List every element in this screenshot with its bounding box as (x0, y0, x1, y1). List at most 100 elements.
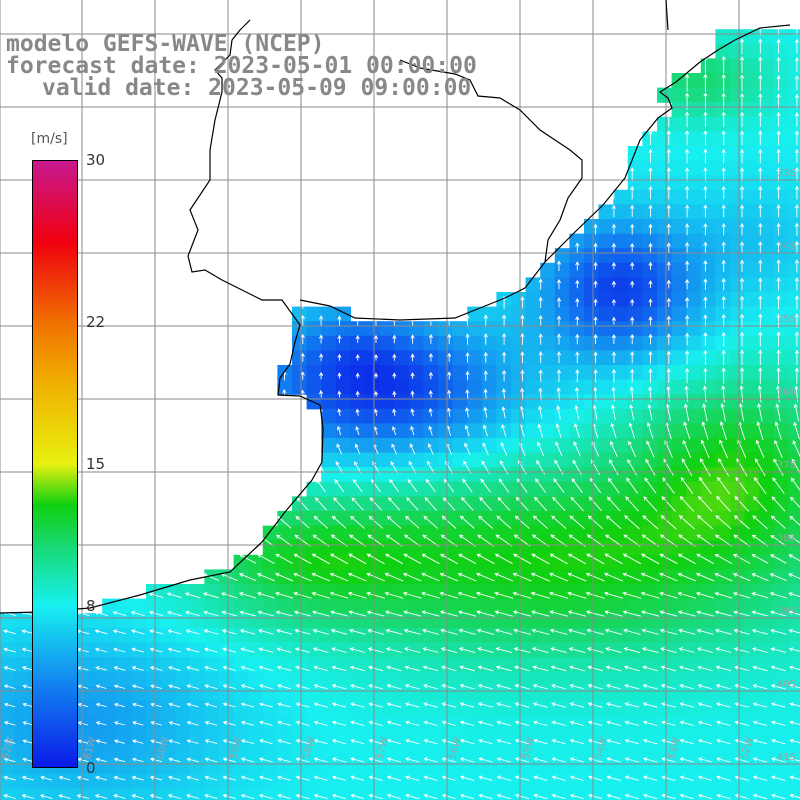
wind-cell (423, 788, 439, 800)
wind-arrow (350, 683, 365, 690)
wind-cell (744, 365, 760, 381)
wind-cell (642, 525, 658, 541)
wind-arrow (788, 628, 800, 634)
wind-cell (116, 627, 132, 643)
wind-cell (788, 87, 800, 103)
wind-arrow (513, 647, 531, 654)
wind-arrow (752, 720, 768, 726)
wind-cell (481, 321, 497, 337)
wind-cell (657, 292, 673, 308)
wind-cell (350, 642, 366, 658)
wind-arrow (221, 610, 238, 617)
wind-cell (438, 671, 454, 687)
wind-cell (365, 467, 381, 483)
wind-arrow (258, 665, 273, 672)
wind-cell (189, 773, 205, 789)
wind-arrow (758, 185, 763, 200)
wind-arrow (500, 442, 508, 456)
wind-cell (657, 146, 673, 162)
wind-arrow (756, 421, 764, 440)
wind-cell (321, 438, 337, 454)
wind-cell (715, 248, 731, 264)
wind-cell (452, 642, 468, 658)
wind-cell (43, 788, 59, 800)
wind-arrow (421, 610, 440, 617)
wind-arrow (350, 720, 365, 726)
wind-cell (788, 321, 800, 337)
wind-cell (613, 408, 629, 424)
wind-cell (467, 744, 483, 760)
wind-cell (335, 686, 351, 702)
wind-cell (262, 642, 278, 658)
wind-cell (306, 671, 322, 687)
wind-arrow (733, 647, 750, 653)
wind-arrow (311, 572, 331, 582)
wind-arrow (627, 458, 637, 476)
wind-cell (759, 58, 775, 74)
wind-cell (379, 365, 395, 381)
wind-cell (467, 598, 483, 614)
wind-cell (598, 569, 614, 585)
wind-cell (248, 671, 264, 687)
wind-arrow (497, 496, 511, 511)
wind-cell (598, 394, 614, 410)
wind-cell (554, 262, 570, 278)
wind-arrow (685, 73, 690, 92)
wind-arrow (776, 74, 781, 91)
wind-cell (700, 306, 716, 322)
wind-arrow (403, 628, 421, 635)
wind-cell (613, 525, 629, 541)
wind-cell (700, 292, 716, 308)
wind-cell (219, 584, 235, 600)
wind-arrow (439, 553, 458, 565)
wind-cell (408, 496, 424, 512)
wind-cell (394, 335, 410, 351)
wind-cell (759, 584, 775, 600)
wind-arrow (606, 793, 621, 800)
wind-arrow (186, 720, 199, 726)
wind-cell (759, 277, 775, 293)
wind-cell (657, 730, 673, 746)
wind-cell (350, 715, 366, 731)
wind-cell (438, 467, 454, 483)
wind-arrow (733, 515, 750, 530)
wind-arrow (428, 333, 433, 344)
wind-cell (394, 744, 410, 760)
wind-cell (540, 773, 556, 789)
wind-cell (379, 671, 395, 687)
wind-arrow (168, 775, 181, 781)
wind-arrow (556, 260, 562, 271)
wind-arrow (721, 111, 726, 128)
wind-cell (365, 554, 381, 570)
wind-cell (204, 788, 220, 800)
wind-arrow (551, 775, 566, 781)
wind-cell (306, 598, 322, 614)
wind-cell (627, 365, 643, 381)
wind-arrow (222, 684, 236, 690)
wind-cell (540, 627, 556, 643)
wind-cell (496, 598, 512, 614)
wind-cell (744, 306, 760, 322)
wind-arrow (3, 647, 16, 653)
wind-arrow (185, 647, 200, 653)
wind-cell (292, 657, 308, 673)
wind-cell (788, 292, 800, 308)
wind-cell (671, 175, 687, 191)
wind-cell (511, 452, 527, 468)
wind-cell (700, 715, 716, 731)
wind-cell (379, 452, 395, 468)
wind-cell (759, 452, 775, 468)
wind-cell (438, 730, 454, 746)
wind-cell (335, 321, 351, 337)
wind-cell (744, 423, 760, 439)
wind-cell (306, 613, 322, 629)
wind-arrow (752, 683, 768, 690)
wind-arrow (776, 331, 781, 347)
wind-cell (262, 598, 278, 614)
wind-cell (525, 788, 541, 800)
wind-cell (394, 321, 410, 337)
wind-cell (730, 262, 746, 278)
wind-cell (335, 700, 351, 716)
wind-cell (452, 613, 468, 629)
wind-arrow (739, 259, 745, 272)
